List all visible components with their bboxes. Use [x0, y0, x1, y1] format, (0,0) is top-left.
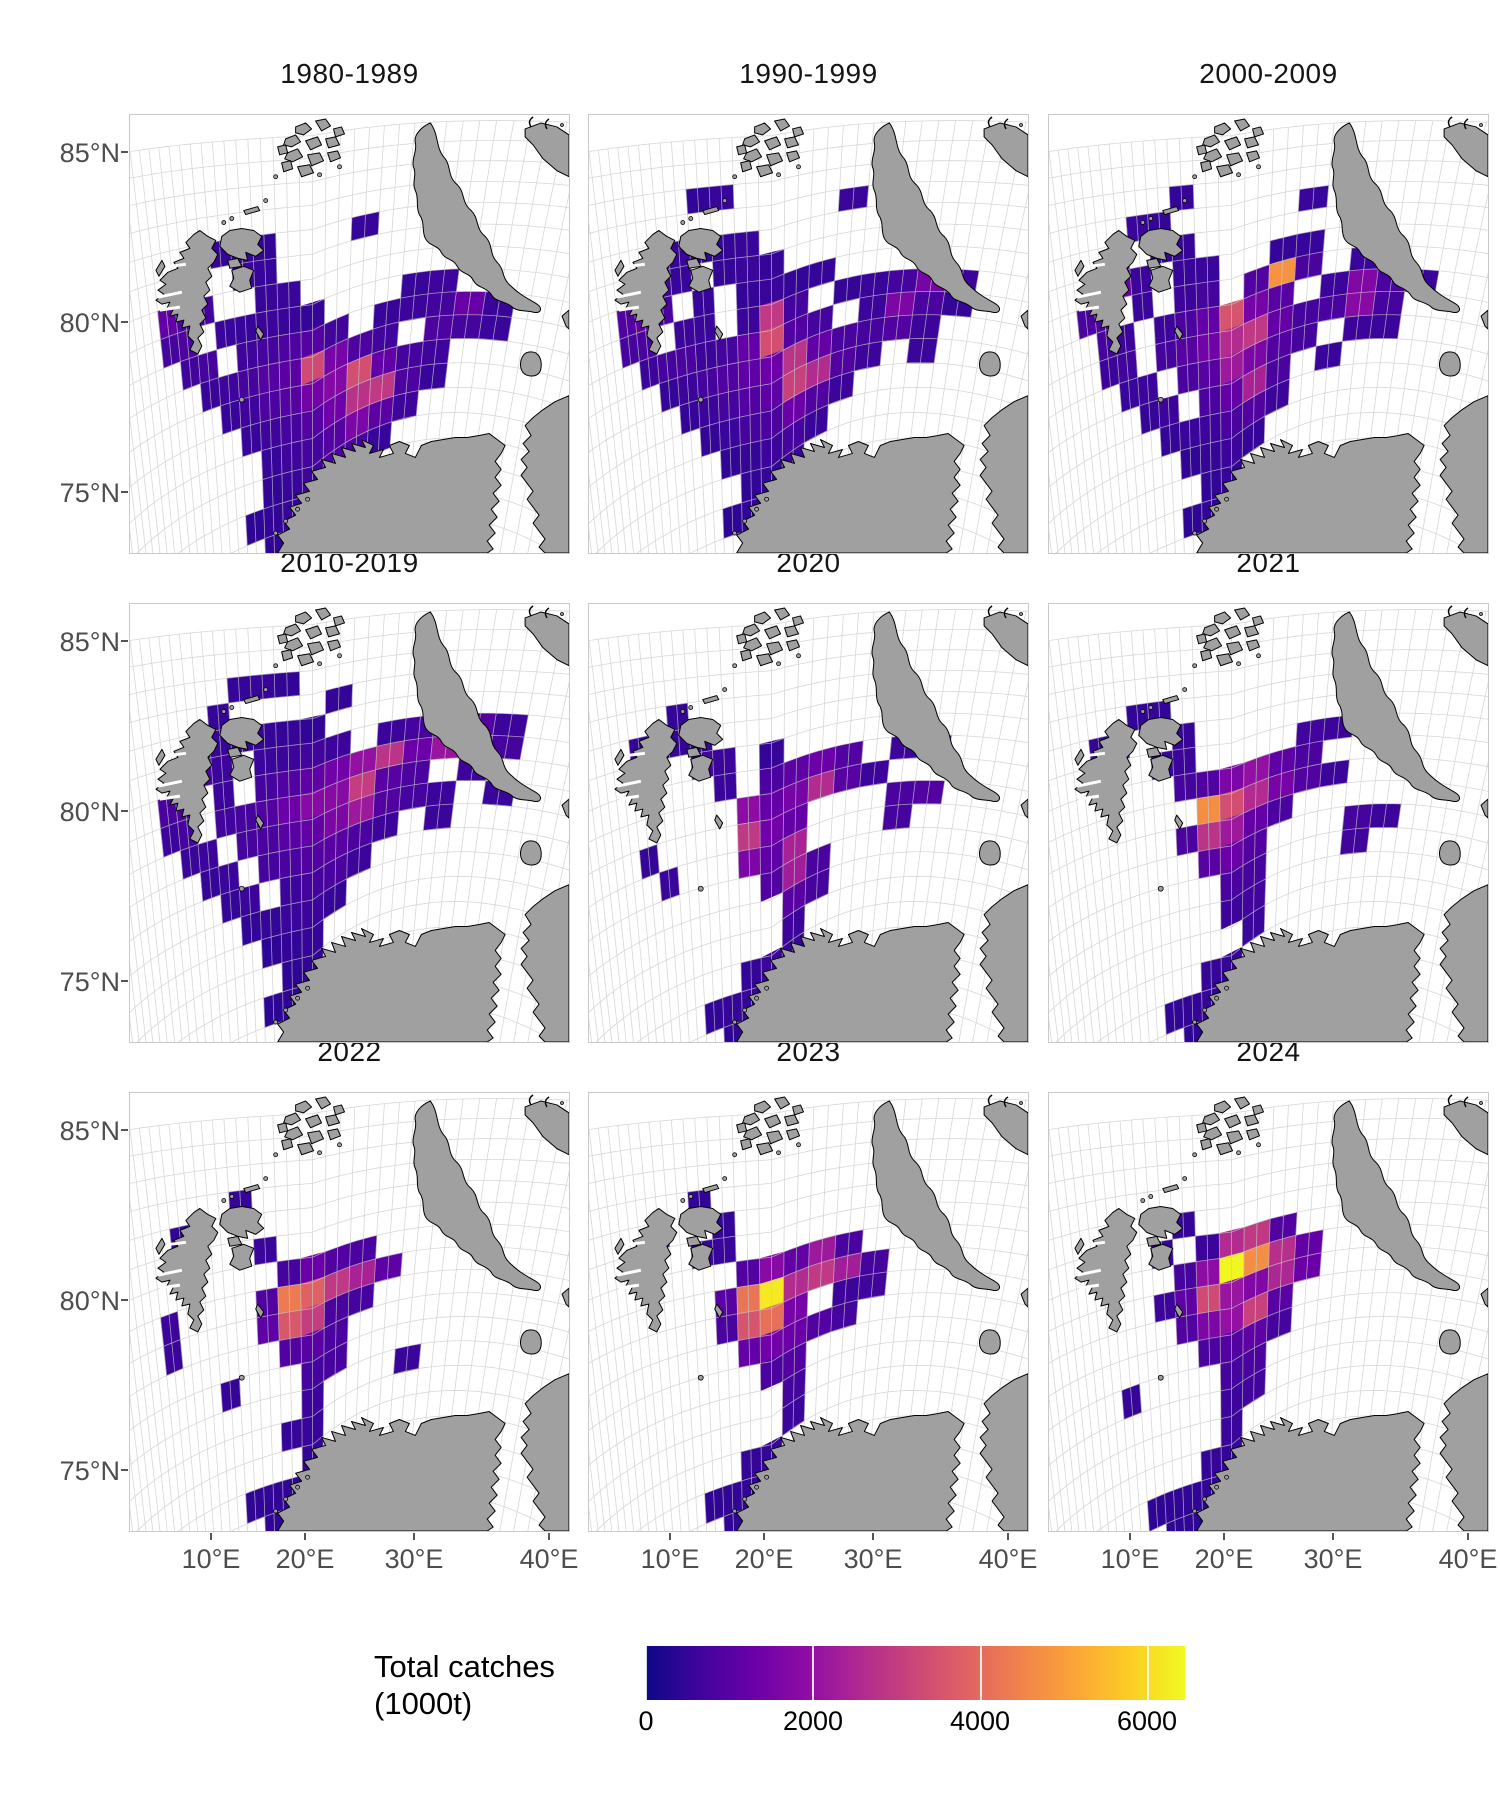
x-axis-label: 20°E	[734, 1544, 794, 1574]
map-svg: 16–18°E 81–82°N: 480 (1000t)14–16°E 80–8…	[1049, 1094, 1488, 1531]
legend-title: Total catches (1000t)	[374, 1648, 555, 1722]
map-svg: 14–16°E 83–84°N: 480 (1000t)16–18°E 83–8…	[130, 605, 569, 1042]
graticule	[1049, 1098, 1488, 1531]
map-svg: 14–16°E 83–84°N: 470 (1000t)16–18°E 83–8…	[589, 116, 1028, 553]
land-layer	[1074, 605, 1488, 1042]
y-tick	[121, 1299, 128, 1301]
x-tick	[1007, 1533, 1009, 1540]
x-axis-label: 20°E	[275, 1544, 335, 1574]
map-panel-2022: 14–16°E 82–83°N: 480 (1000t)8–10°E 81–82…	[129, 1092, 570, 1532]
legend-title-line1: Total catches	[374, 1649, 555, 1684]
land-layer	[614, 1094, 1028, 1531]
land-layer	[614, 116, 1028, 553]
map-panel-2021: 12–14°E 82–83°N: 470 (1000t)14–16°E 82–8…	[1048, 603, 1489, 1043]
graticule	[130, 609, 569, 1042]
map-panel-1990-1999: 14–16°E 83–84°N: 470 (1000t)16–18°E 83–8…	[588, 114, 1029, 554]
y-tick	[121, 1129, 128, 1131]
x-axis-label: 10°E	[640, 1544, 700, 1574]
x-tick	[304, 1533, 306, 1540]
land-layer	[1074, 1094, 1488, 1531]
land-layer	[155, 1094, 569, 1531]
y-tick	[121, 321, 128, 323]
x-tick	[763, 1533, 765, 1540]
graticule	[589, 1098, 1028, 1531]
colorbar-label-2000: 2000	[782, 1706, 844, 1736]
x-tick	[413, 1533, 415, 1540]
x-axis-label: 30°E	[1303, 1544, 1363, 1574]
colorbar-label-4000: 4000	[949, 1706, 1011, 1736]
panel-title: 2000-2009	[1199, 58, 1338, 89]
colorbar	[645, 1646, 1185, 1700]
y-tick	[121, 640, 128, 642]
map-svg: 14–16°E 82–83°N: 470 (1000t)10–12°E 81–8…	[589, 1094, 1028, 1531]
graticule	[1049, 120, 1488, 553]
y-axis-label-80N: 80°N	[59, 797, 120, 827]
map-panel-2010-2019: 14–16°E 83–84°N: 480 (1000t)16–18°E 83–8…	[129, 603, 570, 1043]
colorbar-tick	[979, 1646, 982, 1700]
map-svg: 12–14°E 82–83°N: 480 (1000t)8–10°E 81–82…	[589, 605, 1028, 1042]
graticule	[1049, 609, 1488, 1042]
colorbar-label-6000: 6000	[1116, 1706, 1178, 1736]
x-tick	[210, 1533, 212, 1540]
map-svg: 12–14°E 82–83°N: 470 (1000t)14–16°E 82–8…	[1049, 605, 1488, 1042]
x-axis-label: 30°E	[843, 1544, 903, 1574]
graticule	[130, 120, 569, 553]
map-svg: 16–18°E 83–84°N: 500 (1000t)12–14°E 82–8…	[1049, 116, 1488, 553]
map-panel-1980-1989: 12–14°E 81–82°N: 500 (1000t)14–16°E 81–8…	[129, 114, 570, 554]
y-tick	[121, 810, 128, 812]
x-tick	[1129, 1533, 1131, 1540]
land-layer	[614, 605, 1028, 1042]
x-tick	[669, 1533, 671, 1540]
x-tick	[1332, 1533, 1334, 1540]
map-panel-2024: 16–18°E 81–82°N: 480 (1000t)14–16°E 80–8…	[1048, 1092, 1489, 1532]
panel-title: 1990-1999	[739, 58, 878, 89]
y-axis-label-75N: 75°N	[59, 478, 120, 508]
x-axis-label: 40°E	[519, 1544, 579, 1574]
y-tick	[121, 1469, 128, 1471]
x-axis-label: 20°E	[1194, 1544, 1254, 1574]
graticule	[589, 609, 1028, 1042]
y-tick	[121, 980, 128, 982]
colorbar-tick	[645, 1646, 647, 1700]
land-layer	[155, 605, 569, 1042]
x-tick	[548, 1533, 550, 1540]
x-axis-label: 40°E	[1438, 1544, 1498, 1574]
y-axis-label-85N: 85°N	[59, 627, 120, 657]
colorbar-tick	[812, 1646, 815, 1700]
land-layer	[155, 116, 569, 553]
x-tick	[1467, 1533, 1469, 1540]
y-axis-label-80N: 80°N	[59, 308, 120, 338]
legend-title-line2: (1000t)	[374, 1686, 473, 1721]
y-tick	[121, 491, 128, 493]
y-axis-label-80N: 80°N	[59, 1286, 120, 1316]
x-axis-label: 10°E	[1100, 1544, 1160, 1574]
x-tick	[1223, 1533, 1225, 1540]
y-axis-label-85N: 85°N	[59, 138, 120, 168]
map-svg: 12–14°E 81–82°N: 500 (1000t)14–16°E 81–8…	[130, 116, 569, 553]
y-axis-label-75N: 75°N	[59, 967, 120, 997]
colorbar-tick	[1146, 1646, 1149, 1700]
y-axis-label-75N: 75°N	[59, 1456, 120, 1486]
map-panel-2023: 14–16°E 82–83°N: 470 (1000t)10–12°E 81–8…	[588, 1092, 1029, 1532]
x-axis-label: 10°E	[181, 1544, 241, 1574]
x-axis-label: 40°E	[978, 1544, 1038, 1574]
land-layer	[1074, 116, 1488, 553]
y-tick	[121, 151, 128, 153]
map-panel-2000-2009: 16–18°E 83–84°N: 500 (1000t)12–14°E 82–8…	[1048, 114, 1489, 554]
panel-title: 1980-1989	[280, 58, 419, 89]
colorbar-label-0: 0	[638, 1706, 654, 1736]
graticule	[130, 1098, 569, 1531]
graticule	[589, 120, 1028, 553]
x-axis-label: 30°E	[384, 1544, 444, 1574]
y-axis-label-85N: 85°N	[59, 1116, 120, 1146]
x-tick	[872, 1533, 874, 1540]
map-panel-2020: 12–14°E 82–83°N: 480 (1000t)8–10°E 81–82…	[588, 603, 1029, 1043]
map-svg: 14–16°E 82–83°N: 480 (1000t)8–10°E 81–82…	[130, 1094, 569, 1531]
